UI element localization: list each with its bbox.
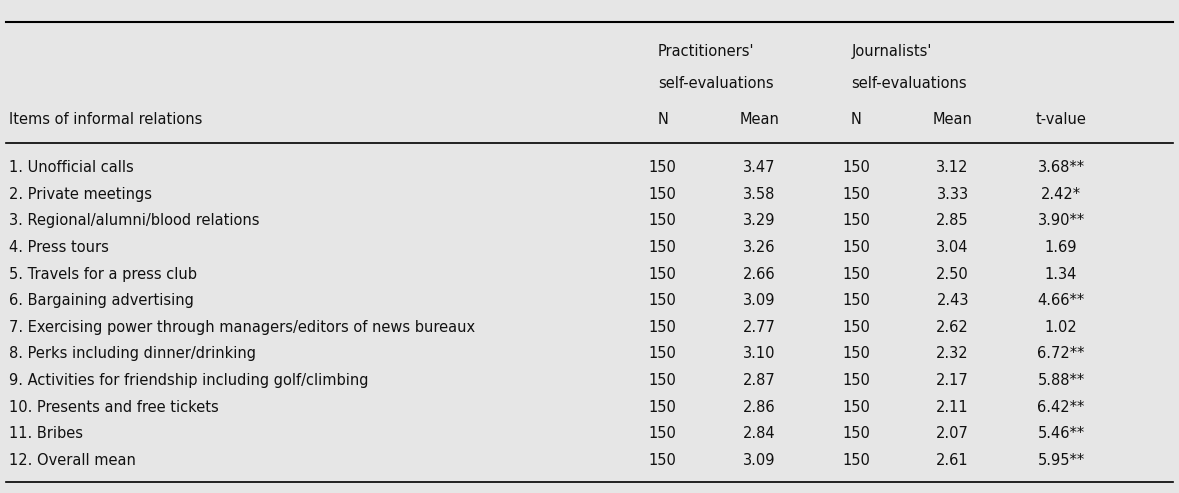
Text: 1.34: 1.34 <box>1045 267 1078 282</box>
Text: 1.02: 1.02 <box>1045 320 1078 335</box>
Text: Practitioners': Practitioners' <box>658 44 755 59</box>
Text: 150: 150 <box>648 347 677 361</box>
Text: 2.66: 2.66 <box>743 267 776 282</box>
Text: Mean: Mean <box>739 112 779 127</box>
Text: 3.04: 3.04 <box>936 240 969 255</box>
Text: 150: 150 <box>842 347 870 361</box>
Text: 5.88**: 5.88** <box>1038 373 1085 388</box>
Text: 150: 150 <box>842 453 870 468</box>
Text: 3. Regional/alumni/blood relations: 3. Regional/alumni/blood relations <box>9 213 259 228</box>
Text: 3.90**: 3.90** <box>1038 213 1085 228</box>
Text: 1.69: 1.69 <box>1045 240 1078 255</box>
Text: 150: 150 <box>842 240 870 255</box>
Text: 2.77: 2.77 <box>743 320 776 335</box>
Text: 6.42**: 6.42** <box>1038 400 1085 415</box>
Text: 150: 150 <box>842 373 870 388</box>
Text: 150: 150 <box>842 267 870 282</box>
Text: 2.11: 2.11 <box>936 400 969 415</box>
Text: 2.07: 2.07 <box>936 426 969 441</box>
Text: 12. Overall mean: 12. Overall mean <box>9 453 137 468</box>
Text: 3.47: 3.47 <box>743 160 776 175</box>
Text: 2.86: 2.86 <box>743 400 776 415</box>
Text: t-value: t-value <box>1035 112 1087 127</box>
Text: 150: 150 <box>648 187 677 202</box>
Text: 150: 150 <box>648 213 677 228</box>
Text: 3.10: 3.10 <box>743 347 776 361</box>
Text: 6.72**: 6.72** <box>1038 347 1085 361</box>
Text: 2.42*: 2.42* <box>1041 187 1081 202</box>
Text: 3.33: 3.33 <box>936 187 969 202</box>
Text: 3.12: 3.12 <box>936 160 969 175</box>
Text: 3.09: 3.09 <box>743 293 776 308</box>
Text: 3.68**: 3.68** <box>1038 160 1085 175</box>
Text: 150: 150 <box>648 400 677 415</box>
Text: 2.50: 2.50 <box>936 267 969 282</box>
Text: 2.32: 2.32 <box>936 347 969 361</box>
Text: 3.58: 3.58 <box>743 187 776 202</box>
Text: 2.43: 2.43 <box>936 293 969 308</box>
Text: 150: 150 <box>648 267 677 282</box>
Text: 150: 150 <box>842 400 870 415</box>
Text: 4.66**: 4.66** <box>1038 293 1085 308</box>
Text: 4. Press tours: 4. Press tours <box>9 240 110 255</box>
Text: Items of informal relations: Items of informal relations <box>9 112 203 127</box>
Text: 1. Unofficial calls: 1. Unofficial calls <box>9 160 134 175</box>
Text: 150: 150 <box>842 293 870 308</box>
Text: N: N <box>850 112 862 127</box>
Text: 2.84: 2.84 <box>743 426 776 441</box>
Text: 150: 150 <box>648 240 677 255</box>
Text: 10. Presents and free tickets: 10. Presents and free tickets <box>9 400 219 415</box>
Text: 150: 150 <box>648 426 677 441</box>
Text: 150: 150 <box>648 293 677 308</box>
Text: 2. Private meetings: 2. Private meetings <box>9 187 152 202</box>
Text: 2.61: 2.61 <box>936 453 969 468</box>
Text: 150: 150 <box>842 187 870 202</box>
Text: 150: 150 <box>842 426 870 441</box>
Text: 11. Bribes: 11. Bribes <box>9 426 84 441</box>
Text: 9. Activities for friendship including golf/climbing: 9. Activities for friendship including g… <box>9 373 369 388</box>
Text: 7. Exercising power through managers/editors of news bureaux: 7. Exercising power through managers/edi… <box>9 320 475 335</box>
Text: 3.29: 3.29 <box>743 213 776 228</box>
Text: 2.62: 2.62 <box>936 320 969 335</box>
Text: self-evaluations: self-evaluations <box>851 76 967 91</box>
Text: 3.09: 3.09 <box>743 453 776 468</box>
Text: 150: 150 <box>842 160 870 175</box>
Text: Journalists': Journalists' <box>851 44 931 59</box>
Text: 5. Travels for a press club: 5. Travels for a press club <box>9 267 197 282</box>
Text: 150: 150 <box>648 320 677 335</box>
Text: Mean: Mean <box>933 112 973 127</box>
Text: 150: 150 <box>648 453 677 468</box>
Text: N: N <box>657 112 668 127</box>
Text: 3.26: 3.26 <box>743 240 776 255</box>
Text: 150: 150 <box>648 373 677 388</box>
Text: 2.87: 2.87 <box>743 373 776 388</box>
Text: 2.85: 2.85 <box>936 213 969 228</box>
Text: self-evaluations: self-evaluations <box>658 76 773 91</box>
Text: 6. Bargaining advertising: 6. Bargaining advertising <box>9 293 195 308</box>
Text: 150: 150 <box>842 320 870 335</box>
Text: 150: 150 <box>842 213 870 228</box>
Text: 8. Perks including dinner/drinking: 8. Perks including dinner/drinking <box>9 347 256 361</box>
Text: 5.95**: 5.95** <box>1038 453 1085 468</box>
Text: 2.17: 2.17 <box>936 373 969 388</box>
Text: 5.46**: 5.46** <box>1038 426 1085 441</box>
Text: 150: 150 <box>648 160 677 175</box>
